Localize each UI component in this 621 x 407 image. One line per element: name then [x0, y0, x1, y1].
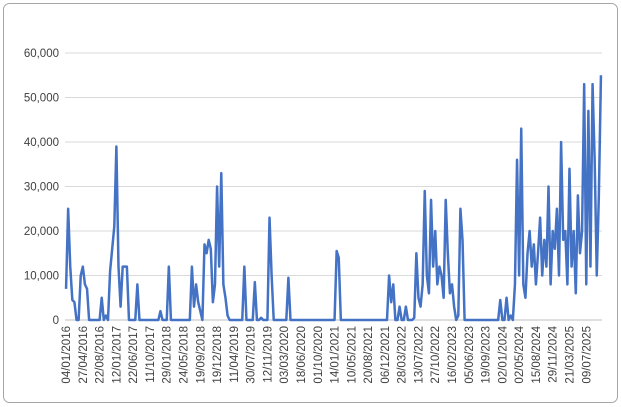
data-line — [64, 75, 603, 322]
y-tick-label: 10,000 — [24, 271, 59, 283]
x-tick-label: 12/11/2019 — [262, 326, 274, 383]
x-tick-label: 15/08/2024 — [531, 325, 543, 383]
x-tick-label: 30/07/2019 — [246, 326, 258, 384]
x-tick-label: 29/01/2018 — [162, 326, 174, 384]
x-tick-label: 02/01/2024 — [497, 325, 509, 383]
x-tick-label: 06/12/2021 — [380, 326, 392, 384]
y-tick-label: 40,000 — [24, 137, 59, 149]
x-tick-label: 19/09/2018 — [195, 326, 207, 384]
y-tick-label: 50,000 — [24, 93, 59, 105]
y-tick-label: 60,000 — [24, 48, 59, 60]
x-tick-label: 27/04/2016 — [78, 326, 90, 384]
x-tick-label: 11/10/2017 — [145, 326, 157, 383]
x-tick-label: 19/09/2023 — [481, 326, 493, 384]
x-tick-label: 29/11/2024 — [548, 325, 560, 382]
x-tick-label: 22/06/2017 — [128, 326, 140, 384]
x-tick-label: 16/02/2023 — [447, 326, 459, 384]
x-tick-label: 11/04/2019 — [229, 326, 241, 383]
y-tick-label: 0 — [53, 315, 59, 327]
x-tick-label: 24/05/2018 — [179, 326, 191, 384]
x-tick-label: 04/01/2016 — [61, 326, 73, 384]
x-tick-label: 27/10/2022 — [430, 326, 442, 384]
y-tick-label: 30,000 — [24, 182, 59, 194]
x-tick-label: 13/07/2022 — [413, 326, 425, 384]
x-tick-label: 03/03/2020 — [279, 326, 291, 384]
x-tick-label: 05/06/2023 — [464, 326, 476, 384]
x-tick-label: 21/03/2025 — [564, 326, 576, 384]
y-tick-label: 20,000 — [24, 226, 59, 238]
x-tick-label: 02/05/2024 — [514, 325, 526, 383]
x-tick-label: 10/05/2021 — [346, 326, 358, 384]
x-tick-label: 12/01/2017 — [111, 326, 123, 384]
x-tick-label: 01/10/2020 — [313, 326, 325, 384]
x-tick-label: 09/07/2025 — [581, 326, 593, 384]
x-tick-label: 22/08/2016 — [95, 326, 107, 384]
x-tick-label: 28/03/2022 — [397, 326, 409, 384]
x-tick-label: 14/01/2021 — [330, 326, 342, 384]
x-tick-label: 19/12/2018 — [212, 326, 224, 384]
x-tick-label: 20/08/2021 — [363, 326, 375, 384]
x-tick-label: 18/06/2020 — [296, 326, 308, 384]
